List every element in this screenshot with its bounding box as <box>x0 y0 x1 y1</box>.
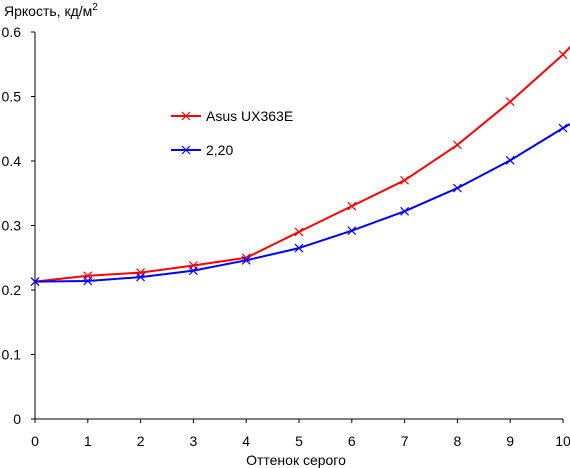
y-tick-label: 0.2 <box>2 282 22 298</box>
data-point <box>505 97 515 107</box>
marker-stroke <box>294 227 304 237</box>
data-point <box>452 140 462 150</box>
marker-stroke <box>136 272 146 282</box>
marker-stroke <box>558 123 568 133</box>
data-point <box>452 183 462 193</box>
marker-stroke <box>181 111 191 121</box>
x-tick-label: 0 <box>31 433 39 449</box>
legend-item: 2,20 <box>171 142 233 158</box>
y-tick-label: 0.6 <box>2 24 22 40</box>
y-tick-label: 0.4 <box>2 153 22 169</box>
data-point <box>347 201 357 211</box>
marker-stroke <box>347 226 357 236</box>
data-point <box>136 272 146 282</box>
data-point <box>505 155 515 165</box>
data-point <box>30 277 40 287</box>
marker-stroke <box>30 277 40 287</box>
x-axis-title: Оттенок серого <box>246 452 346 468</box>
marker-stroke <box>181 145 191 155</box>
legend-marker <box>181 145 191 155</box>
axes: 0 0.1 0.2 0.3 0.4 0.5 0.6 0 1 2 3 4 5 6 7 8 9 10 <box>2 24 570 449</box>
series-line <box>34 45 570 283</box>
x-tick-label: 10 <box>555 433 570 449</box>
data-point <box>400 206 410 216</box>
x-tick-label: 9 <box>506 433 514 449</box>
legend: Asus UX363E 2,20 <box>171 108 293 158</box>
legend-label: 2,20 <box>206 142 233 158</box>
data-point <box>294 227 304 237</box>
data-point <box>83 276 93 286</box>
marker-stroke <box>558 50 568 59</box>
y-tick-label: 0.5 <box>2 89 22 105</box>
data-point <box>558 50 568 59</box>
marker-stroke <box>505 155 515 165</box>
marker-stroke <box>188 266 198 276</box>
y-tick-label: 0.1 <box>2 347 22 363</box>
data-point <box>558 123 568 133</box>
data-point <box>241 255 251 265</box>
x-tick-label: 6 <box>348 433 356 449</box>
legend-item: Asus UX363E <box>171 108 293 124</box>
x-tick-label: 2 <box>137 433 145 449</box>
data-point <box>294 243 304 253</box>
y-tick-label: 0 <box>13 411 21 427</box>
marker-stroke <box>294 243 304 253</box>
marker-stroke <box>452 183 462 193</box>
data-point <box>400 175 410 185</box>
marker-stroke <box>452 140 462 150</box>
marker-stroke <box>400 175 410 185</box>
series-layer <box>30 45 570 287</box>
x-tick-label: 1 <box>84 433 92 449</box>
series-line <box>34 122 570 283</box>
marker-stroke <box>83 276 93 286</box>
data-point <box>188 266 198 276</box>
data-point <box>347 226 357 236</box>
x-tick-label: 7 <box>401 433 409 449</box>
x-tick-label: 8 <box>454 433 462 449</box>
y-axis-title: Яркость, кд/м2 <box>4 2 98 19</box>
series-1 <box>30 122 570 287</box>
marker-stroke <box>400 206 410 216</box>
marker-stroke <box>241 255 251 265</box>
marker-stroke <box>347 201 357 211</box>
legend-label: Asus UX363E <box>206 108 293 124</box>
x-tick-label: 3 <box>190 433 198 449</box>
x-tick-label: 5 <box>295 433 303 449</box>
y-tick-label: 0.3 <box>2 218 22 234</box>
x-tick-label: 4 <box>242 433 250 449</box>
marker-stroke <box>505 97 515 107</box>
legend-marker <box>181 111 191 121</box>
